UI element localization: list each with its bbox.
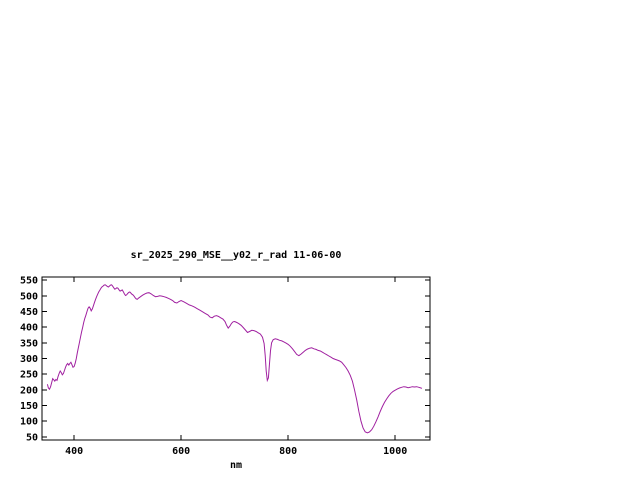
x-tick-label: 1000 [383,446,407,457]
chart-title: sr_2025_290_MSE__y02_r_rad 11-06-00 [130,250,342,261]
y-tick-label: 50 [26,432,38,443]
plot-border [41,276,431,441]
y-tick-label: 450 [20,307,38,318]
y-tick-label: 300 [20,354,38,365]
y-tick-label: 100 [20,417,38,428]
y-tick-label: 550 [20,276,38,287]
y-tick-label: 200 [20,385,38,396]
y-tick-label: 400 [20,323,38,334]
x-tick-label: 600 [172,446,190,457]
y-tick-label: 500 [20,291,38,302]
x-axis-label: nm [229,460,243,471]
spectrum-line [46,284,423,434]
y-tick-label: 250 [20,370,38,381]
y-tick-label: 350 [20,338,38,349]
x-tick-label: 400 [65,446,83,457]
y-tick-label: 150 [20,401,38,412]
x-tick-label: 800 [279,446,297,457]
